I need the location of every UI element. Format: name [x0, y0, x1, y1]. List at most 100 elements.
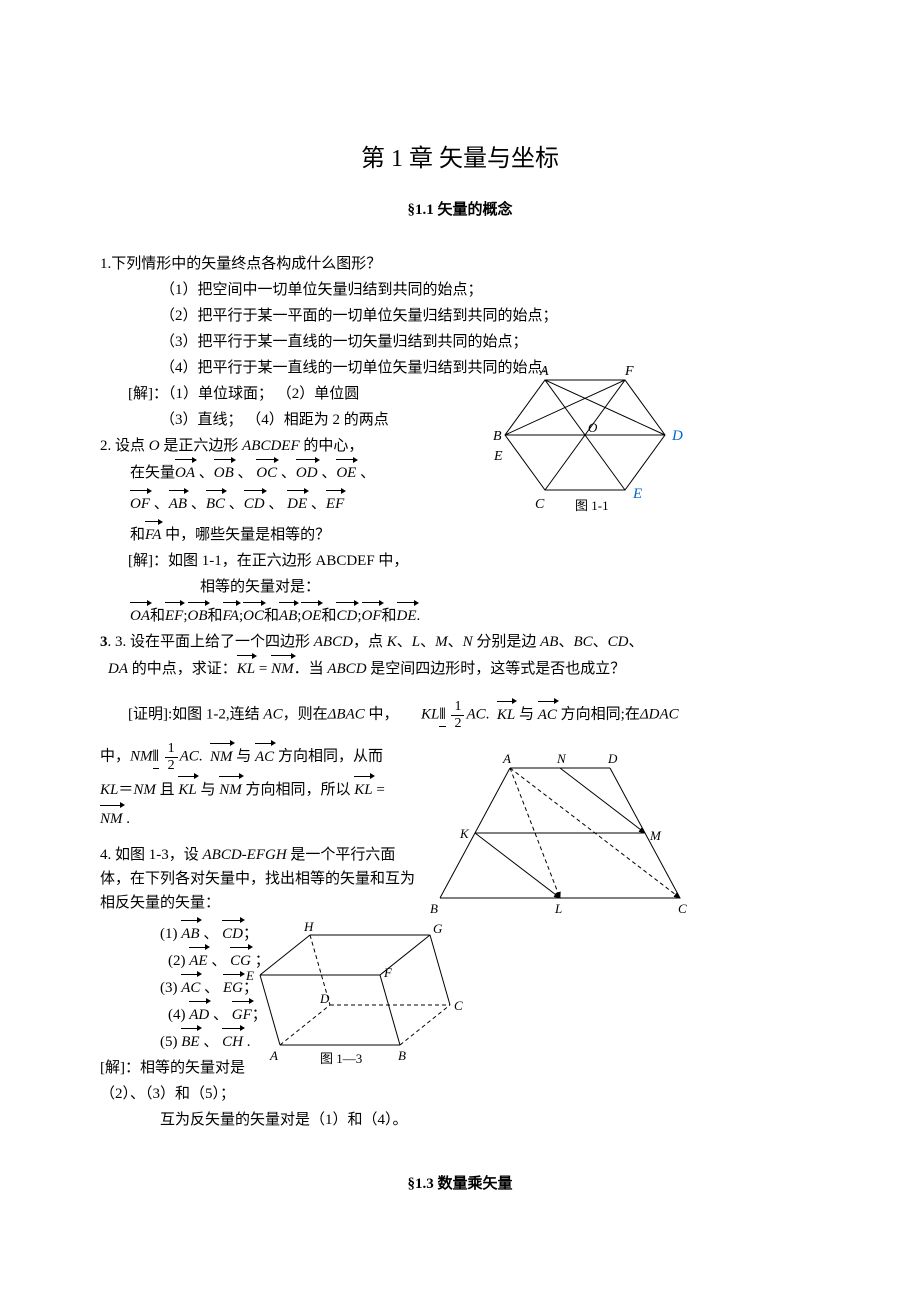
q-M: M — [649, 828, 662, 843]
t: 如图 1-2,连结 — [172, 707, 263, 723]
t: AB — [540, 634, 558, 650]
c-H: H — [303, 919, 314, 934]
t: (1) — [160, 926, 181, 942]
q-A: A — [502, 751, 511, 766]
t: 2. 设点 — [100, 438, 149, 454]
t: ABCD — [327, 661, 366, 677]
t: L — [412, 634, 420, 650]
vec: KL — [178, 777, 196, 802]
q2-vectors-2: OF 、AB 、BC 、CD 、 DE 、EF — [100, 491, 820, 516]
vec-OE: OE — [336, 460, 356, 485]
O-letter: O — [149, 438, 160, 454]
q1-sol-12: （1）单位球面； （2）单位圆 — [168, 386, 359, 402]
q1-stem: 1.下列情形中的矢量终点各构成什么图形？ — [100, 252, 820, 276]
c-A: A — [269, 1048, 278, 1063]
q3-proof-1: [证明]:如图 1-2,连结 AC，则在ΔBAC 中， KL⫴ 12AC. KL… — [100, 699, 820, 731]
t: (2) — [168, 953, 189, 969]
t: 、 — [448, 634, 463, 650]
vec-KL: KL — [237, 656, 255, 681]
hex-D: D — [671, 428, 683, 444]
vec-EF: EF — [326, 491, 344, 516]
t: 方向相同;在 — [561, 707, 640, 723]
t: 分别是边 — [473, 634, 541, 650]
t: 方向相同，从而 — [274, 749, 383, 765]
t: 、 — [200, 926, 223, 942]
cube-svg: H G E F D C A B 图 1—3 — [230, 915, 470, 1075]
sol-label: [解]： — [128, 386, 168, 402]
t: 与 — [233, 749, 256, 765]
vec-DE: DE — [287, 491, 307, 516]
t: CD — [608, 634, 629, 650]
vec: AE — [189, 948, 207, 973]
q-C: C — [678, 901, 687, 916]
t: 方向相同，所以 — [242, 782, 355, 798]
figure-quadrilateral: A N D K M B L C — [410, 748, 710, 936]
t: 3. 设在平面上给了一个四边形 — [115, 634, 314, 650]
hex-E: E — [632, 486, 642, 502]
hex-name: ABCDEF — [242, 438, 300, 454]
vec-NM: NM — [271, 656, 294, 681]
c-B: B — [398, 1048, 406, 1063]
q1-sol-line1: [解]：（1）单位球面； （2）单位圆 — [100, 382, 820, 406]
section-1-3-title: §1.3 数量乘矢量 — [100, 1172, 820, 1196]
t: 与 — [515, 707, 538, 723]
t: ΔDAC — [640, 707, 679, 723]
vec-OD: OD — [296, 460, 318, 485]
hex-caption: 图 1-1 — [575, 498, 609, 513]
frac-half: 12 — [451, 699, 464, 731]
vec: AB — [181, 921, 199, 946]
t: NM — [130, 749, 153, 765]
vec-CD: CD — [244, 491, 265, 516]
t: 在矢量 — [130, 465, 175, 481]
vec: OC — [243, 603, 264, 628]
vec: OF — [362, 603, 382, 628]
c-F: F — [383, 965, 393, 980]
vec-OF: OF — [130, 491, 150, 516]
t: AC — [466, 707, 485, 723]
t: 、 — [200, 1034, 223, 1050]
vec-FA: FA — [145, 522, 161, 547]
t: 是正六边形 — [160, 438, 243, 454]
q2-sol-b: 相等的矢量对是： — [100, 575, 820, 599]
t: 、 — [397, 634, 412, 650]
q1-opt3: （3）把平行于某一直线的一切矢量归结到共同的始点； — [100, 330, 820, 354]
t: KL — [100, 782, 118, 798]
vec-OA: OA — [175, 460, 195, 485]
q-D: D — [607, 751, 618, 766]
q1-opt4: （4）把平行于某一直线的一切单位矢量归结到共同的始点. — [100, 356, 820, 380]
q1-opt1: （1）把空间中一切单位矢量归结到共同的始点； — [100, 278, 820, 302]
q-L: L — [554, 901, 562, 916]
t: ，则在 — [283, 707, 328, 723]
vec: OB — [188, 603, 208, 628]
hex-Eleft: E — [493, 449, 503, 464]
t: 、 — [420, 634, 435, 650]
vec: EF — [165, 603, 183, 628]
q3-proof-left: 中，NM⫴ 12AC. NM 与 AC 方向相同，从而 KL＝NM 且 KL 与… — [100, 741, 420, 917]
t: ABCD-EFGH — [203, 847, 287, 863]
vec: KL — [354, 777, 372, 802]
t: 、 — [209, 1007, 232, 1023]
c-E: E — [245, 968, 254, 983]
vec: DE — [397, 603, 417, 628]
q2-equal-pairs: OA和EF;OB和FA;OC和AB;OE和CD;OF和DE. — [100, 603, 820, 628]
vec-OC: OC — [256, 460, 277, 485]
q1-sol-line2: （3）直线； （4）相距为 2 的两点 — [100, 408, 820, 432]
t: KL — [421, 707, 439, 723]
t: 、 — [211, 953, 230, 969]
vec-BC: BC — [206, 491, 225, 516]
quad-svg: A N D K M B L C — [410, 748, 710, 928]
q4-sol-b: （2）、（3）和（5）； — [100, 1082, 820, 1106]
t: . — [123, 811, 131, 827]
t: (3) — [160, 980, 181, 996]
t: NM — [133, 782, 156, 798]
q2-stem: 2. 设点 O 是正六边形 ABCDEF 的中心， — [100, 434, 820, 458]
figure-parallelepiped: H G E F D C A B 图 1—3 — [230, 915, 470, 1083]
q3-stem-2: DA 的中点，求证：KL = NM．当 ABCD 是空间四边形时，这等式是否也成… — [108, 656, 820, 681]
page-content: 第 1 章 矢量与坐标 §1.1 矢量的概念 1.下列情形中的矢量终点各构成什么… — [100, 140, 820, 1196]
t: AC — [263, 707, 282, 723]
vec: FA — [223, 603, 239, 628]
q3-proof-3: KL＝NM 且 KL 与 NM 方向相同，所以 KL = — [100, 777, 420, 802]
q2-vectors-1: 在矢量OA 、OB 、 OC 、OD 、OE 、 — [100, 460, 820, 485]
vec: AC — [255, 744, 274, 769]
figure-hexagon: A F B D E E C O 图 1-1 — [480, 360, 700, 548]
